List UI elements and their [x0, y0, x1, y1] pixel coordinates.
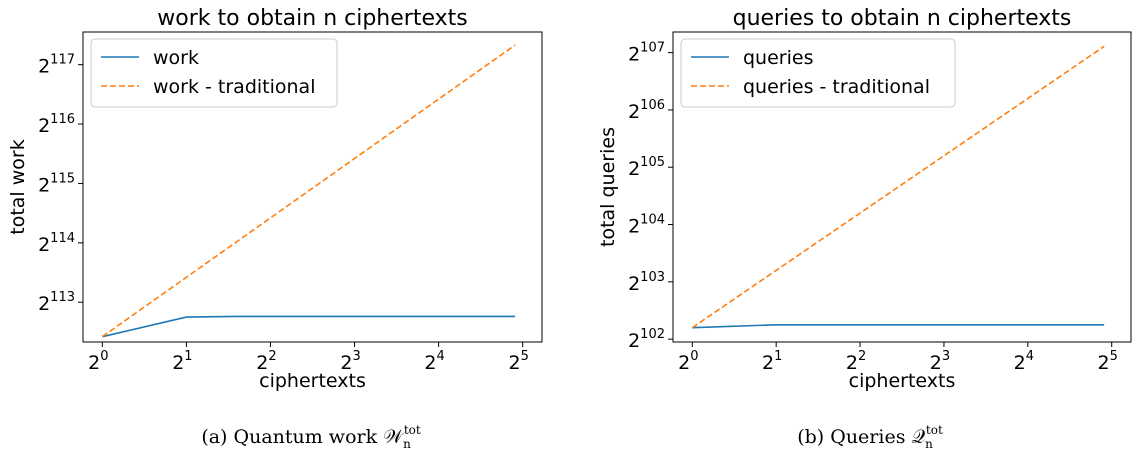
y-tick-label: 2115	[38, 171, 75, 196]
x-tick-label: 20	[678, 349, 698, 374]
legend-entry-label: work	[153, 47, 199, 69]
x-tick-label: 25	[508, 349, 528, 374]
legend-entry-label: queries	[743, 47, 813, 69]
plot-frame	[82, 31, 543, 343]
y-axis-label: total work	[7, 139, 29, 234]
figure-caption: (a) Quantum work 𝒲ntot	[201, 423, 421, 451]
x-tick-label: 24	[424, 349, 444, 374]
legend-entry-label: queries - traditional	[743, 76, 930, 98]
y-tick-label: 2104	[628, 213, 665, 238]
y-axis-label: total queries	[597, 127, 619, 247]
chart-title: queries to obtain n ciphertexts	[733, 6, 1072, 31]
series-line-2	[101, 44, 516, 338]
x-axis-label: ciphertexts	[259, 370, 366, 392]
y-tick-label: 2103	[628, 270, 665, 295]
x-tick-label: 21	[172, 349, 192, 374]
y-tick-label: 2113	[38, 290, 75, 315]
figure-caption: (b) Queries 𝒬ntot	[797, 423, 943, 451]
x-tick-label: 23	[340, 349, 360, 374]
x-tick-label: 25	[1098, 349, 1118, 374]
y-tick-label: 2117	[38, 53, 75, 78]
plot-frame	[672, 31, 1132, 343]
y-tick-label: 2105	[628, 155, 665, 180]
y-tick-label: 2114	[38, 231, 75, 256]
x-tick-label: 22	[256, 349, 276, 374]
legend-box	[90, 38, 338, 108]
chart-title: work to obtain n ciphertexts	[157, 6, 467, 31]
chart-queries: 20 21 22 23 24 25 2102 2103 2104 2105 2106 2107 quer…	[597, 6, 1132, 451]
x-tick-label: 21	[762, 349, 782, 374]
legend: queries queries - traditional	[680, 38, 956, 108]
series-line-2	[691, 45, 1105, 329]
x-tick-label: 22	[846, 349, 866, 374]
x-tick-label: 23	[930, 349, 950, 374]
x-tick-label: 20	[88, 349, 108, 374]
y-tick-label: 2107	[628, 41, 665, 66]
x-tick-label: 24	[1014, 349, 1034, 374]
chart-work: 20 21 22 23 24 25 2113 2114 2115 2116 2117 work to …	[7, 6, 543, 451]
series-line-1	[102, 315, 516, 338]
y-tick-label: 2106	[628, 98, 665, 123]
y-tick-label: 2102	[628, 327, 665, 352]
legend-entry-label: work - traditional	[153, 76, 315, 98]
x-axis-label: ciphertexts	[849, 370, 956, 392]
y-tick-label: 2116	[38, 112, 75, 137]
legend-box	[680, 38, 956, 108]
series-line-1	[692, 324, 1105, 329]
legend: work work - traditional	[90, 38, 338, 108]
